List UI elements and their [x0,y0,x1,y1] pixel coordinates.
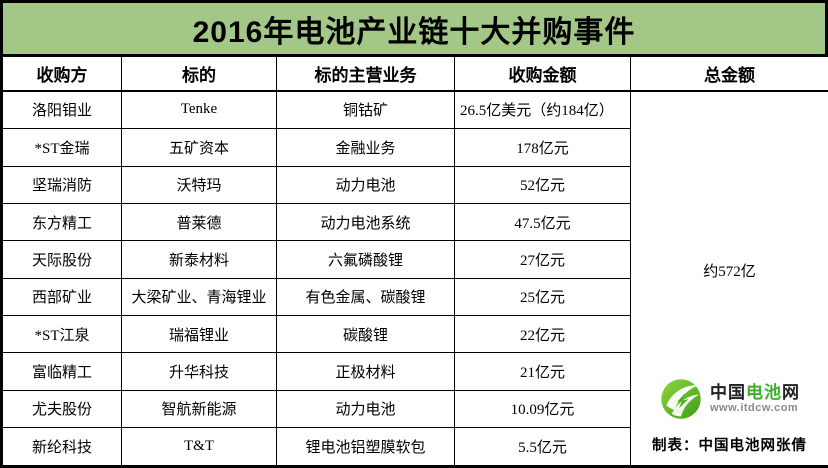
cell-acquirer: 西部矿业 [1,277,122,316]
cell-amount: 27亿元 [454,240,631,279]
table-row: 富临精工 升华科技 正极材料 21亿元 [1,352,828,391]
cell-target: 新泰材料 [121,240,277,279]
cell-acquirer: 尤夫股份 [1,389,122,428]
cell-business: 动力电池 [276,389,455,428]
brand-block: 中国电池网 www.itdcw.com [632,377,828,421]
cell-acquirer: 洛阳钼业 [1,89,122,130]
table-row: 洛阳钼业 Tenke 铜钴矿 26.5亿美元（约184亿） 约572亿 [1,89,828,467]
cell-business: 铜钴矿 [276,89,455,130]
table-row: *ST江泉 瑞福锂业 碳酸锂 22亿元 [1,314,828,354]
brand-name: 中国电池网 [710,383,800,403]
table-row: 西部矿业 大梁矿业、青海锂业 有色金属、碳酸锂 25亿元 [1,277,828,316]
cell-acquirer: *ST江泉 [1,314,122,354]
brand-name-part1: 中国 [710,382,746,402]
cell-business: 有色金属、碳酸锂 [276,277,455,316]
merged-total-cell: 约572亿 [630,90,828,467]
cell-amount: 47.5亿元 [454,202,631,242]
cell-amount: 26.5亿美元（约184亿） [454,89,631,130]
cell-target: 升华科技 [121,352,277,391]
cell-amount: 52亿元 [454,165,631,204]
cell-target: 五矿资本 [121,128,277,167]
cell-acquirer: 东方精工 [1,202,122,242]
cell-business: 锂电池铝塑膜软包 [276,426,455,468]
cell-target: 沃特玛 [121,165,277,204]
header-amount: 收购金额 [454,56,631,92]
cell-business: 动力电池系统 [276,202,455,242]
header-row: 收购方 标的 标的主营业务 收购金额 总金额 [1,56,828,92]
cell-acquirer: 天际股份 [1,240,122,279]
cell-amount: 22亿元 [454,314,631,354]
cell-target: T&T [121,426,277,468]
ma-events-table: 收购方 标的 标的主营业务 收购金额 总金额 洛阳钼业 Tenke 铜钴矿 26… [0,56,828,468]
brand-name-part3: 网 [782,382,800,402]
table-row: *ST金瑞 五矿资本 金融业务 178亿元 [1,128,828,167]
cell-target: Tenke [121,89,277,130]
cell-acquirer: 富临精工 [1,352,122,391]
header-business: 标的主营业务 [276,56,455,92]
header-target: 标的 [121,56,277,92]
cell-amount: 178亿元 [454,128,631,167]
cell-target: 瑞福锂业 [121,314,277,354]
table-row: 尤夫股份 智航新能源 动力电池 10.09亿元 [1,389,828,428]
cell-acquirer: *ST金瑞 [1,128,122,167]
page-title: 2016年电池产业链十大并购事件 [192,15,636,49]
cell-business: 碳酸锂 [276,314,455,354]
cell-amount: 25亿元 [454,277,631,316]
cell-business: 金融业务 [276,128,455,167]
title-bar: 2016年电池产业链十大并购事件 [0,0,828,56]
total-cell-content: 约572亿 [632,92,828,466]
cell-acquirer: 坚瑞消防 [1,165,122,204]
cell-target: 智航新能源 [121,389,277,428]
header-total: 总金额 [630,56,828,92]
cell-target: 大梁矿业、青海锂业 [121,277,277,316]
cell-acquirer: 新纶科技 [1,426,122,468]
table-row: 新纶科技 T&T 锂电池铝塑膜软包 5.5亿元 [1,426,828,468]
credit-line: 制表：中国电池网张倩 [652,438,807,454]
cell-amount: 5.5亿元 [454,426,631,468]
brand-text: 中国电池网 www.itdcw.com [710,383,800,415]
cell-business: 六氟磷酸锂 [276,240,455,279]
cell-business: 动力电池 [276,165,455,204]
cell-target: 普莱德 [121,202,277,242]
cell-amount: 10.09亿元 [454,389,631,428]
table-row: 坚瑞消防 沃特玛 动力电池 52亿元 [1,165,828,204]
itdcw-logo-icon [661,379,701,419]
brand-name-part2: 电池 [746,382,782,402]
cell-business: 正极材料 [276,352,455,391]
total-amount: 约572亿 [703,263,756,280]
brand-url: www.itdcw.com [710,402,799,415]
header-acquirer: 收购方 [1,56,122,92]
cell-amount: 21亿元 [454,352,631,391]
